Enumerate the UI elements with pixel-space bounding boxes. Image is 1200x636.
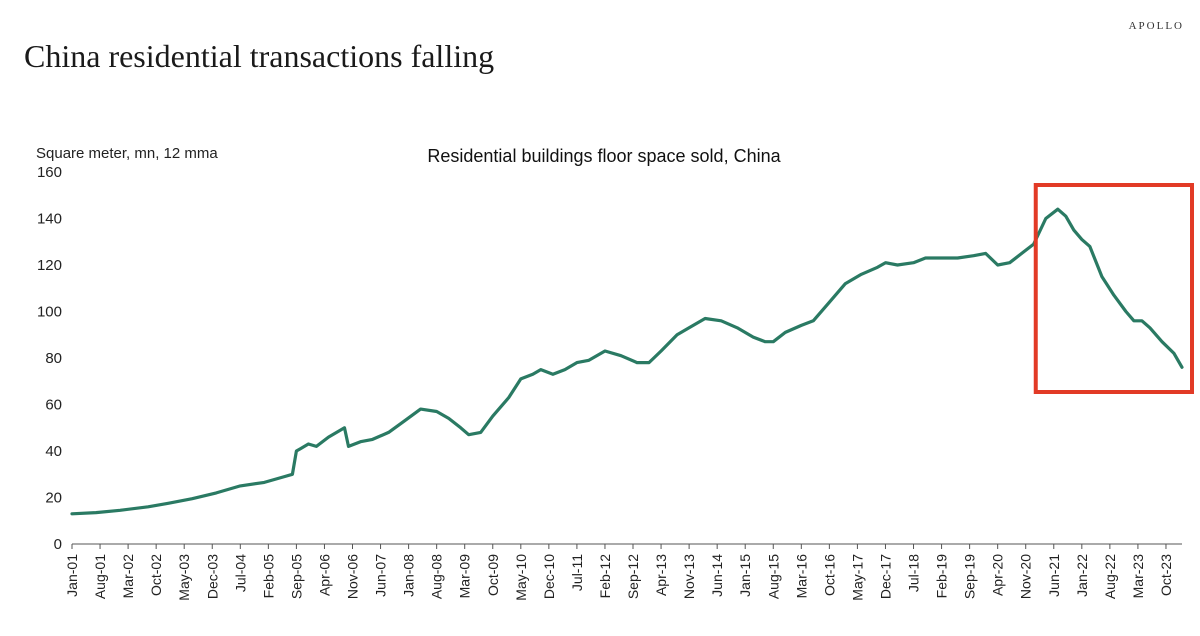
x-tick-label: Jan-01 (64, 554, 80, 597)
y-axis-label: Square meter, mn, 12 mma (36, 145, 218, 162)
x-tick-label: Dec-10 (541, 554, 557, 599)
x-tick-label: May-03 (176, 554, 192, 601)
x-tick-label: Aug-22 (1102, 554, 1118, 599)
y-tick-label: 100 (37, 304, 62, 321)
x-tick-label: Mar-09 (457, 554, 473, 599)
page-title: China residential transactions falling (24, 38, 495, 74)
x-tick-label: Oct-16 (821, 554, 837, 596)
x-tick-label: Nov-13 (681, 554, 697, 599)
y-tick-label: 80 (45, 350, 62, 367)
x-tick-label: Apr-06 (316, 554, 332, 596)
x-tick-label: Dec-17 (877, 554, 893, 599)
y-tick-label: 20 (45, 490, 62, 507)
y-tick-label: 160 (37, 164, 62, 181)
x-tick-label: Apr-13 (653, 554, 669, 596)
x-tick-label: Oct-23 (1158, 554, 1174, 596)
x-tick-label: Feb-05 (260, 554, 276, 599)
x-tick-label: Mar-23 (1130, 554, 1146, 599)
brand-logo: APOLLO (1128, 20, 1184, 32)
x-tick-label: Jun-07 (373, 554, 389, 597)
x-tick-label: Sep-12 (625, 554, 641, 599)
y-tick-label: 60 (45, 397, 62, 414)
x-tick-label: Mar-16 (793, 554, 809, 599)
x-tick-label: Apr-20 (990, 554, 1006, 596)
chart-title: Residential buildings floor space sold, … (427, 146, 781, 166)
x-tick-label: Jul-18 (906, 554, 922, 592)
x-tick-label: May-10 (513, 554, 529, 601)
x-tick-label: Jan-08 (401, 554, 417, 597)
x-tick-label: Nov-06 (345, 554, 361, 599)
y-tick-label: 0 (54, 536, 62, 553)
x-tick-label: May-17 (849, 554, 865, 601)
x-tick-label: Mar-02 (120, 554, 136, 599)
x-tick-label: Jan-15 (737, 554, 753, 597)
x-tick-label: Feb-19 (934, 554, 950, 599)
highlight-box (1033, 183, 1195, 394)
x-tick-label: Jun-14 (709, 554, 725, 597)
y-tick-label: 40 (45, 443, 62, 460)
x-tick-label: Aug-08 (429, 554, 445, 599)
y-tick-label: 120 (37, 257, 62, 274)
x-tick-label: Oct-09 (485, 554, 501, 596)
x-tick-label: Jul-04 (232, 554, 248, 592)
x-tick-label: Feb-12 (597, 554, 613, 599)
x-tick-label: Jan-22 (1074, 554, 1090, 597)
x-tick-label: Dec-03 (204, 554, 220, 599)
x-tick-label: Sep-05 (288, 554, 304, 599)
x-tick-label: Aug-15 (765, 554, 781, 599)
series-line (70, 207, 1184, 516)
y-tick-label: 140 (37, 211, 62, 228)
x-tick-label: Jul-11 (569, 554, 585, 591)
x-tick-label: Oct-02 (148, 554, 164, 596)
x-tick-label: Sep-19 (962, 554, 978, 599)
x-tick-label: Nov-20 (1018, 554, 1034, 599)
x-tick-label: Aug-01 (92, 554, 108, 599)
x-tick-label: Jun-21 (1046, 554, 1062, 597)
